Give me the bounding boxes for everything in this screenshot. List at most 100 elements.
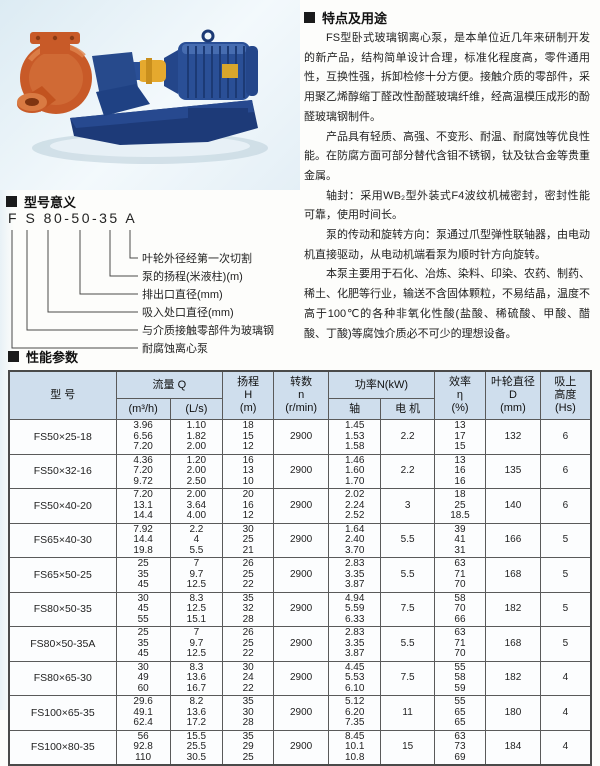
cell-power-motor: 5.5 (380, 522, 435, 558)
features-paragraph: 泵的传动和旋转方向：泵通过爪型弹性联轴器，由电动机直接驱动，从电动机端看泵为顺时… (304, 229, 590, 261)
features-paragraph: 本泵主要用于石化、冶炼、染料、印染、农药、制药、稀土、化肥等行业，输送不含固体颗… (304, 268, 590, 340)
features-paragraph: 轴封：采用WB₂型外装式F4波纹机械密封，密封性能可靠，使用时间长。 (304, 189, 590, 222)
cell-power-shaft: 4.94 5.59 6.33 (327, 591, 382, 627)
cell-speed: 2900 (273, 522, 329, 558)
model-meaning-section: 型号意义 F S 80-50-35 A 叶轮外径经第一次切割 泵的扬程(米液柱)… (0, 190, 300, 355)
cell-head-m: 35 30 28 (222, 695, 275, 731)
col-header-flow-ls: (L/s) (169, 398, 224, 420)
table-row: FS100×80-35 56 92.8 110 15.5 25.5 30.5 35 2… (8, 729, 592, 766)
col-header-efficiency: 效率 η (%) (433, 370, 487, 420)
performance-table: 型 号 流量 Q 扬程 H (m) 转数 n (r/min) 功率N(kW) 效… (8, 370, 592, 766)
cell-efficiency: 63 71 70 (433, 557, 487, 593)
cell-flow-ls: 7 9.7 12.5 (169, 557, 224, 593)
table-row: FS80×50-35A 25 35 45 7 9.7 12.5 26 25 22 290… (8, 626, 592, 662)
cell-efficiency: 58 70 66 (433, 591, 487, 627)
table-row: FS65×40-30 7.92 14.4 19.8 2.2 4 5.5 30 25 2… (8, 522, 592, 558)
cell-model: FS80×65-30 (8, 660, 117, 696)
cell-head-m: 30 25 21 (222, 522, 275, 558)
col-header-speed: 转数 n (r/min) (273, 370, 329, 420)
cell-flow-m3h: 4.36 7.20 9.72 (115, 453, 171, 489)
cell-impeller-d: 168 (485, 557, 541, 593)
col-header-power: 功率N(kW) (327, 370, 435, 399)
cell-power-shaft: 1.64 2.40 3.70 (327, 522, 382, 558)
cell-power-shaft: 2.83 3.35 3.87 (327, 626, 382, 662)
cell-speed: 2900 (273, 591, 329, 627)
cell-model: FS80×50-35A (8, 626, 117, 662)
model-code: F S 80-50-35 A (8, 210, 138, 226)
cell-power-motor: 11 (380, 695, 435, 731)
cell-flow-ls: 8.2 13.6 17.2 (169, 695, 224, 731)
cell-power-shaft: 4.45 5.53 6.10 (327, 660, 382, 696)
cell-flow-m3h: 7.92 14.4 19.8 (115, 522, 171, 558)
cell-flow-ls: 8.3 12.5 15.1 (169, 591, 224, 627)
col-header-flow-m3h: (m³/h) (115, 398, 171, 420)
cell-model: FS100×80-35 (8, 729, 117, 766)
col-header-head: 扬程 H (m) (222, 370, 275, 420)
cell-power-shaft: 2.02 2.24 2.52 (327, 488, 382, 524)
section-title-text: 型号意义 (24, 194, 77, 210)
section-marker-icon (8, 350, 19, 362)
cell-head-m: 35 29 25 (222, 729, 275, 766)
cell-suction-hs: 5 (539, 626, 592, 662)
cell-flow-ls: 1.10 1.82 2.00 (169, 419, 224, 455)
col-header-motor: 电 机 (380, 398, 435, 420)
cell-power-motor: 5.5 (380, 626, 435, 662)
cell-flow-m3h: 30 45 55 (115, 591, 171, 627)
cell-flow-m3h: 7.20 13.1 14.4 (115, 488, 171, 524)
cell-power-shaft: 2.83 3.35 3.87 (327, 557, 382, 593)
cell-flow-ls: 1.20 2.00 2.50 (169, 453, 224, 489)
cell-impeller-d: 184 (485, 729, 541, 766)
table-row: FS65×50-25 25 35 45 7 9.7 12.5 26 25 22 2900… (8, 557, 592, 593)
cell-model: FS50×25-18 (8, 419, 117, 455)
cell-power-motor: 7.5 (380, 591, 435, 627)
model-meaning-label: 排出口直径(mm) (142, 289, 223, 301)
cell-model: FS65×40-30 (8, 522, 117, 558)
cell-head-m: 20 16 12 (222, 488, 275, 524)
cell-head-m: 18 15 12 (222, 419, 275, 455)
table-row: FS50×40-20 7.20 13.1 14.4 2.00 3.64 4.00 20… (8, 488, 592, 524)
cell-impeller-d: 135 (485, 453, 541, 489)
model-meaning-label: 耐腐蚀离心泵 (142, 343, 208, 355)
features-paragraph: 产品具有轻质、高强、不变形、耐温、耐腐蚀等优良性能。在防腐方面可部分替代含钼不锈… (304, 130, 590, 182)
cell-flow-m3h: 56 92.8 110 (115, 729, 171, 766)
cell-power-motor: 15 (380, 729, 435, 766)
cell-power-shaft: 5.12 6.20 7.35 (327, 695, 382, 731)
top-section: 型号意义 F S 80-50-35 A 叶轮外径经第一次切割 泵的扬程(米液柱)… (0, 0, 600, 355)
cell-efficiency: 18 25 18.5 (433, 488, 487, 524)
cell-head-m: 26 25 22 (222, 626, 275, 662)
cell-impeller-d: 166 (485, 522, 541, 558)
model-meaning-label: 与介质接触零部件为玻璃钢 (142, 325, 274, 337)
section-marker-icon (6, 195, 17, 207)
pump-illustration-icon (17, 29, 268, 164)
cell-power-motor: 5.5 (380, 557, 435, 593)
col-header-suction: 吸上 高度 (Hs) (539, 370, 592, 420)
cell-efficiency: 55 65 65 (433, 695, 487, 731)
cell-suction-hs: 6 (539, 419, 592, 455)
cell-flow-m3h: 3.96 6.56 7.20 (115, 419, 171, 455)
cell-head-m: 35 32 28 (222, 591, 275, 627)
cell-suction-hs: 4 (539, 660, 592, 696)
table-row: FS50×32-16 4.36 7.20 9.72 1.20 2.00 2.50 16… (8, 453, 592, 489)
col-header-flow: 流量 Q (115, 370, 224, 399)
cell-suction-hs: 4 (539, 695, 592, 731)
cell-impeller-d: 182 (485, 660, 541, 696)
cell-impeller-d: 140 (485, 488, 541, 524)
cell-power-motor: 3 (380, 488, 435, 524)
cell-head-m: 26 25 22 (222, 557, 275, 593)
cell-speed: 2900 (273, 557, 329, 593)
table-row: FS80×50-35 30 45 55 8.3 12.5 15.1 35 32 28 2… (8, 591, 592, 627)
cell-flow-ls: 7 9.7 12.5 (169, 626, 224, 662)
cell-model: FS100×65-35 (8, 695, 117, 731)
cell-power-motor: 7.5 (380, 660, 435, 696)
cell-flow-ls: 2.00 3.64 4.00 (169, 488, 224, 524)
cell-power-shaft: 1.46 1.60 1.70 (327, 453, 382, 489)
cell-impeller-d: 182 (485, 591, 541, 627)
table-row: FS80×65-30 30 49 60 8.3 13.6 16.7 30 24 22 2… (8, 660, 592, 696)
cell-efficiency: 13 16 16 (433, 453, 487, 489)
model-meaning-title: 型号意义 (6, 192, 300, 210)
features-section: 特点及用途 FS型卧式玻璃钢离心泵，是本单位近几年来研制开发的新产品，结构简单设… (300, 0, 600, 345)
features-title: 特点及用途 (304, 8, 590, 26)
cell-suction-hs: 5 (539, 522, 592, 558)
col-header-model: 型 号 (8, 370, 117, 420)
